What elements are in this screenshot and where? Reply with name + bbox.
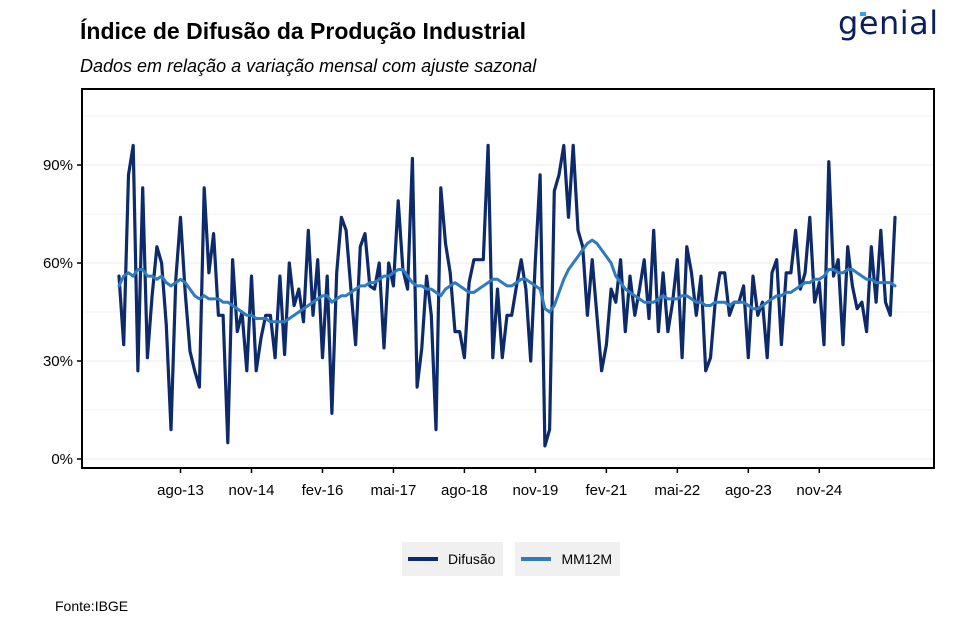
legend-item-mm12m: MM12M bbox=[515, 542, 621, 576]
y-tick-label: 60% bbox=[43, 255, 73, 272]
y-tick-label: 90% bbox=[43, 157, 73, 174]
chart-title: Índice de Difusão da Produção Industrial bbox=[80, 18, 527, 44]
x-tick-label: fev-21 bbox=[586, 482, 628, 499]
legend-swatch-difusao bbox=[408, 557, 438, 561]
series-line-mm12m bbox=[117, 238, 897, 324]
legend-label-difusao: Difusão bbox=[448, 551, 496, 567]
x-tick-label: ago-13 bbox=[157, 482, 204, 499]
x-tick-label: nov-14 bbox=[229, 482, 275, 499]
logo-accent-mark bbox=[860, 12, 866, 16]
plot-frame bbox=[81, 88, 935, 469]
chart-subtitle: Dados em relação a variação mensal com a… bbox=[80, 56, 537, 76]
legend: Difusão MM12M bbox=[402, 542, 621, 576]
source-note: Fonte:IBGE bbox=[55, 598, 129, 614]
x-tick-label: ago-18 bbox=[441, 482, 488, 499]
grid-lines bbox=[82, 115, 934, 460]
series-lines bbox=[117, 143, 897, 448]
legend-swatch-mm12m bbox=[521, 557, 552, 561]
legend-item-difusao: Difusão bbox=[402, 542, 504, 576]
x-tick-label: ago-23 bbox=[725, 482, 772, 499]
series-line-difusao bbox=[117, 143, 897, 448]
y-tick-label: 0% bbox=[51, 451, 73, 468]
x-tick-label: mai-22 bbox=[654, 482, 700, 499]
y-tick-label: 30% bbox=[43, 353, 73, 370]
brand-logo: genial bbox=[838, 4, 939, 42]
axes: 0% 30% 60% 90% ago-13 nov-14 fev-16 mai-17 ago-1… bbox=[43, 157, 842, 499]
x-tick-label: mai-17 bbox=[371, 482, 417, 499]
legend-label-mm12m: MM12M bbox=[561, 551, 613, 567]
x-tick-label: nov-24 bbox=[796, 482, 842, 499]
x-tick-label: fev-16 bbox=[302, 482, 344, 499]
x-tick-label: nov-19 bbox=[512, 482, 558, 499]
line-chart: 0% 30% 60% 90% ago-13 nov-14 fev-16 mai-17 ago-1… bbox=[43, 88, 935, 499]
